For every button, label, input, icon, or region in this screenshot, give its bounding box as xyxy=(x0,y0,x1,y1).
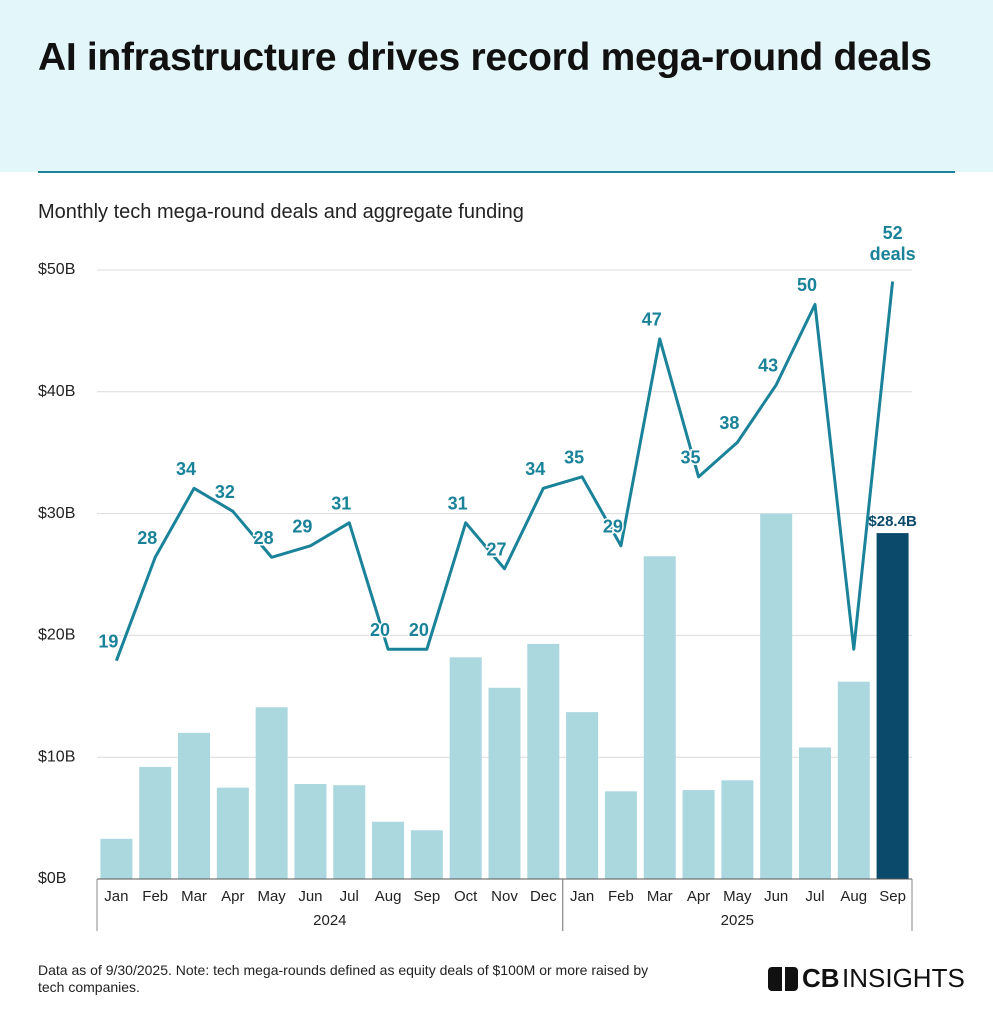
bar xyxy=(333,785,366,879)
x-tick-label: Dec xyxy=(530,888,557,905)
line-value-label: 43 xyxy=(758,356,778,376)
x-tick-label: May xyxy=(723,888,752,905)
y-tick-label: $0B xyxy=(38,870,66,887)
bar xyxy=(760,513,793,879)
x-tick-label: Jun xyxy=(764,888,788,905)
group-label: 2024 xyxy=(313,912,346,929)
y-tick-label: $50B xyxy=(38,261,75,278)
y-tick-label: $20B xyxy=(38,627,75,644)
x-tick-label: Aug xyxy=(840,888,867,905)
footnote: Data as of 9/30/2025. Note: tech mega-ro… xyxy=(38,962,649,995)
bar xyxy=(566,712,599,879)
y-tick-label: $10B xyxy=(38,748,75,765)
line-value-label: 19 xyxy=(98,631,118,651)
line-value-label: 50 xyxy=(797,275,817,295)
x-tick-label: Jun xyxy=(298,888,322,905)
x-tick-label: Apr xyxy=(687,888,710,905)
bar xyxy=(294,783,327,879)
chart-title: AI infrastructure drives record mega-rou… xyxy=(38,36,932,79)
x-tick-label: Apr xyxy=(221,888,244,905)
line-value-label: 34 xyxy=(525,459,545,479)
line-value-label: 34 xyxy=(176,459,196,479)
header-band xyxy=(0,0,993,172)
x-tick-label: Jul xyxy=(340,888,359,905)
header-rule xyxy=(38,171,955,173)
line-value-label: 47 xyxy=(642,310,662,330)
x-tick-label: May xyxy=(257,888,286,905)
bar xyxy=(604,791,637,879)
line-value-label: 28 xyxy=(137,528,157,548)
bar xyxy=(682,790,715,879)
chart-subtitle: Monthly tech mega-round deals and aggreg… xyxy=(38,201,524,223)
y-tick-label: $40B xyxy=(38,383,75,400)
bar xyxy=(410,830,443,879)
y-tick-label: $30B xyxy=(38,505,75,522)
x-tick-label: Mar xyxy=(181,888,207,905)
bar xyxy=(372,821,405,879)
line-value-label: 35 xyxy=(681,448,701,468)
bar xyxy=(178,732,211,879)
line-value-label: 52 deals xyxy=(869,223,916,265)
logo-prefix: CB xyxy=(802,963,840,993)
x-tick-label: Mar xyxy=(647,888,673,905)
line-value-label: 20 xyxy=(370,620,390,640)
group-label: 2025 xyxy=(721,912,754,929)
bar xyxy=(216,787,249,879)
x-tick-label: Nov xyxy=(491,888,518,905)
bar xyxy=(837,681,870,879)
bar xyxy=(721,780,754,879)
bar xyxy=(798,747,831,879)
bar xyxy=(643,556,676,879)
line-value-label: 29 xyxy=(603,517,623,537)
x-tick-label: Feb xyxy=(608,888,634,905)
bar xyxy=(100,838,133,879)
x-tick-label: Jan xyxy=(104,888,128,905)
line-value-label: 31 xyxy=(448,494,468,514)
line-value-label: 28 xyxy=(254,528,274,548)
x-tick-label: Aug xyxy=(375,888,402,905)
line-value-label: 32 xyxy=(215,482,235,502)
x-tick-label: Sep xyxy=(879,888,906,905)
line-value-label: 31 xyxy=(331,494,351,514)
x-tick-label: Feb xyxy=(142,888,168,905)
deals-line xyxy=(115,281,895,662)
x-tick-label: Oct xyxy=(454,888,478,905)
bar-value-label: $28.4B xyxy=(868,513,917,530)
bar xyxy=(876,533,909,879)
line-value-label: 20 xyxy=(409,620,429,640)
line-value-label: 29 xyxy=(292,517,312,537)
line-value-label: 27 xyxy=(486,540,506,560)
bar xyxy=(255,707,288,879)
logo-suffix: INSIGHTS xyxy=(842,963,965,993)
x-tick-label: Jan xyxy=(570,888,594,905)
x-tick-label: Sep xyxy=(414,888,441,905)
bar xyxy=(527,643,560,879)
line-value-label: 35 xyxy=(564,448,584,468)
bar xyxy=(449,657,482,879)
line-value-label: 38 xyxy=(719,413,739,433)
x-tick-label: Jul xyxy=(805,888,824,905)
bar xyxy=(139,766,172,879)
bar xyxy=(488,687,521,879)
logo-icon-gap xyxy=(782,967,785,991)
